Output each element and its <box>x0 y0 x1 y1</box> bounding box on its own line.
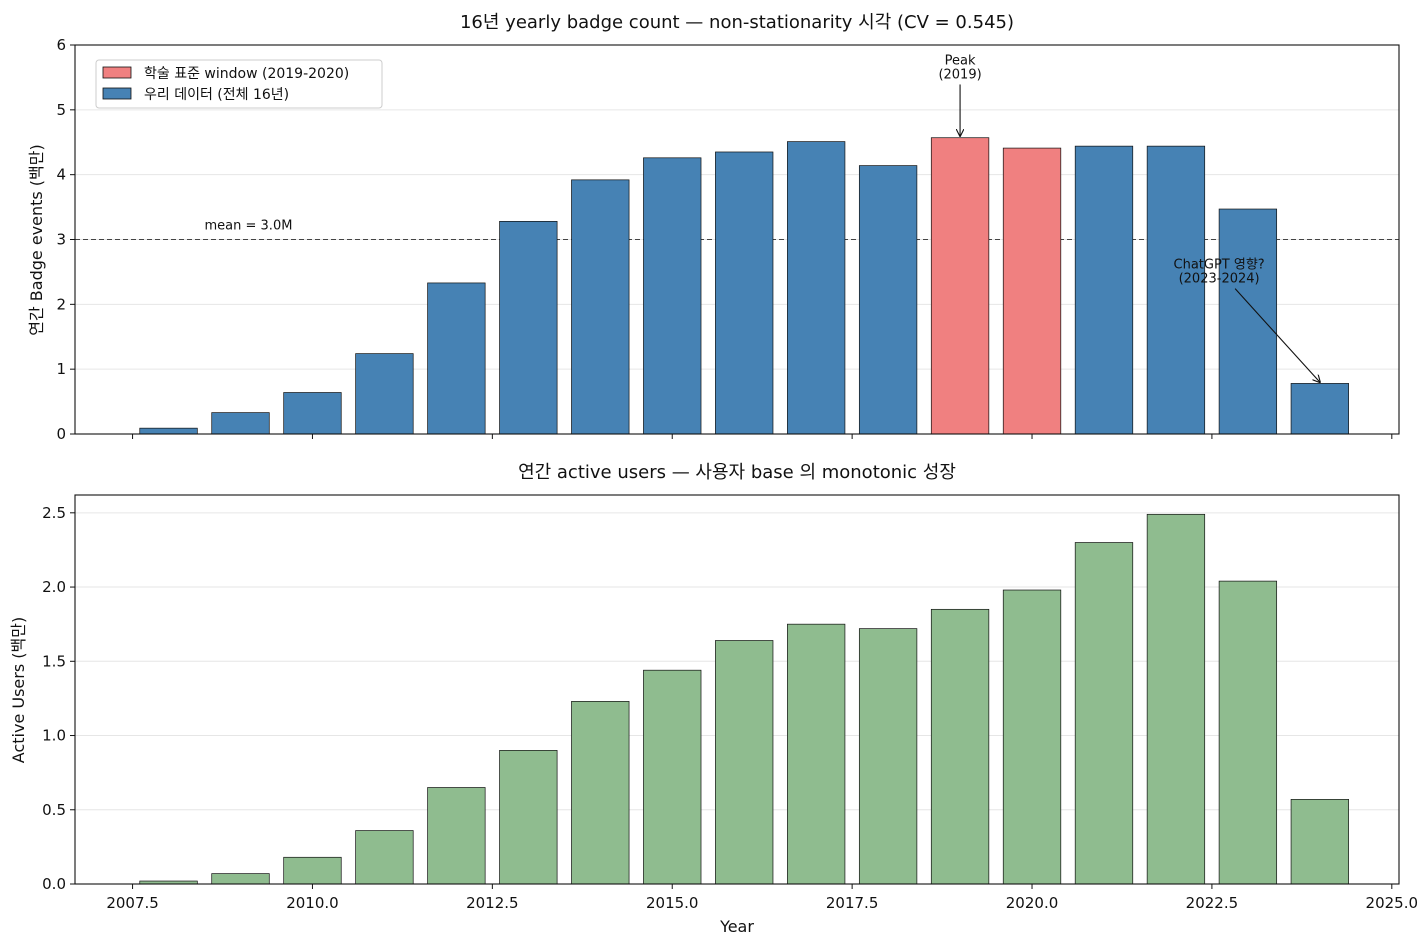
badge-bar-2010 <box>283 392 342 435</box>
badge-chart-title: 16년 yearly badge count — non-stationarit… <box>460 12 1014 33</box>
badge-y-tick-label: 3 <box>56 231 66 249</box>
users-y-tick-label: 2.5 <box>42 504 66 522</box>
badge-y-tick-label: 5 <box>56 101 66 119</box>
badge-legend-label: 학술 표준 window (2019-2020) <box>144 66 349 82</box>
badge-bar-2020 <box>1002 147 1062 435</box>
badge-annotation-0-text: Peak <box>945 53 976 68</box>
users-chart-y-axis-label: Active Users (백만) <box>9 617 28 763</box>
badge-mean-label: mean = 3.0M <box>205 219 293 234</box>
users-bar-2016 <box>715 640 774 885</box>
users-x-tick-label: 2022.5 <box>1186 894 1239 912</box>
badge-bar-2022 <box>1146 145 1206 435</box>
badge-bar-2016 <box>715 151 774 435</box>
badge-bar-2024 <box>1290 383 1349 435</box>
badge-legend-label: 우리 데이터 (전체 16년) <box>144 87 289 103</box>
users-bar-2011 <box>355 830 414 885</box>
badge-bar-2021 <box>1074 145 1134 435</box>
users-bar-2019 <box>930 608 990 885</box>
users-y-tick-label: 1.0 <box>42 727 66 745</box>
badge-bar-2009 <box>211 412 270 435</box>
users-y-tick-label: 2.0 <box>42 578 66 596</box>
users-y-tick-label: 0.0 <box>42 875 66 893</box>
badge-annotation-1-text: (2023-2024) <box>1179 272 1260 287</box>
badge-count-chart: 16년 yearly badge count — non-stationarit… <box>27 12 1400 443</box>
badge-bar-2015 <box>643 157 702 435</box>
badge-y-tick-label: 6 <box>56 36 66 54</box>
active-users-chart: 연간 active users — 사용자 base 의 monotonic 성… <box>9 462 1418 936</box>
users-x-tick-label: 2012.5 <box>466 894 519 912</box>
users-bar-2020 <box>1002 589 1062 885</box>
users-y-tick-label: 1.5 <box>42 652 66 670</box>
badge-bar-2011 <box>355 353 414 435</box>
badge-bar-2012 <box>427 282 486 435</box>
badge-bar-2013 <box>499 220 558 435</box>
badge-bar-2008 <box>139 427 198 435</box>
badge-legend-swatch <box>102 66 132 79</box>
badge-y-tick-label: 0 <box>56 425 66 443</box>
badge-annotation-1-arrow <box>1234 288 1320 382</box>
users-bar-2009 <box>211 873 270 885</box>
users-chart-title: 연간 active users — 사용자 base 의 monotonic 성… <box>518 462 956 483</box>
badge-y-tick-label: 4 <box>56 166 66 184</box>
badge-y-tick-label: 2 <box>56 295 66 313</box>
users-bar-2017 <box>787 623 846 885</box>
badge-annotation-1-text: ChatGPT 영향? <box>1174 258 1265 273</box>
badge-y-tick-label: 1 <box>56 360 66 378</box>
users-bar-2012 <box>427 787 486 885</box>
badge-bar-2014 <box>571 179 630 435</box>
users-bar-2018 <box>858 628 918 885</box>
badge-bar-2018 <box>858 165 918 435</box>
users-bar-2021 <box>1074 542 1134 885</box>
users-plot-frame <box>74 494 1400 885</box>
users-chart-x-axis-label: Year <box>719 917 754 936</box>
users-x-tick-label: 2007.5 <box>106 894 159 912</box>
users-x-tick-label: 2015.0 <box>646 894 699 912</box>
users-bar-2014 <box>571 701 630 885</box>
users-bar-2010 <box>283 856 342 885</box>
users-x-tick-label: 2017.5 <box>826 894 879 912</box>
users-x-tick-label: 2010.0 <box>286 894 339 912</box>
users-x-tick-label: 2025.0 <box>1366 894 1419 912</box>
badge-bar-2017 <box>787 141 846 435</box>
badge-annotation-0-text: (2019) <box>938 67 981 82</box>
users-x-tick-label: 2020.0 <box>1006 894 1059 912</box>
badge-chart-y-axis-label: 연간 Badge events (백만) <box>27 144 46 335</box>
users-bar-2022 <box>1146 513 1206 885</box>
users-bar-2024 <box>1290 799 1349 885</box>
users-bar-2023 <box>1218 580 1278 885</box>
badge-bar-2023 <box>1218 208 1278 435</box>
badge-legend-swatch <box>102 87 132 100</box>
badge-legend <box>95 59 383 109</box>
badge-bar-2019 <box>930 137 990 435</box>
users-bar-2015 <box>643 669 702 885</box>
users-y-tick-label: 0.5 <box>42 801 66 819</box>
users-bar-2013 <box>499 750 558 885</box>
